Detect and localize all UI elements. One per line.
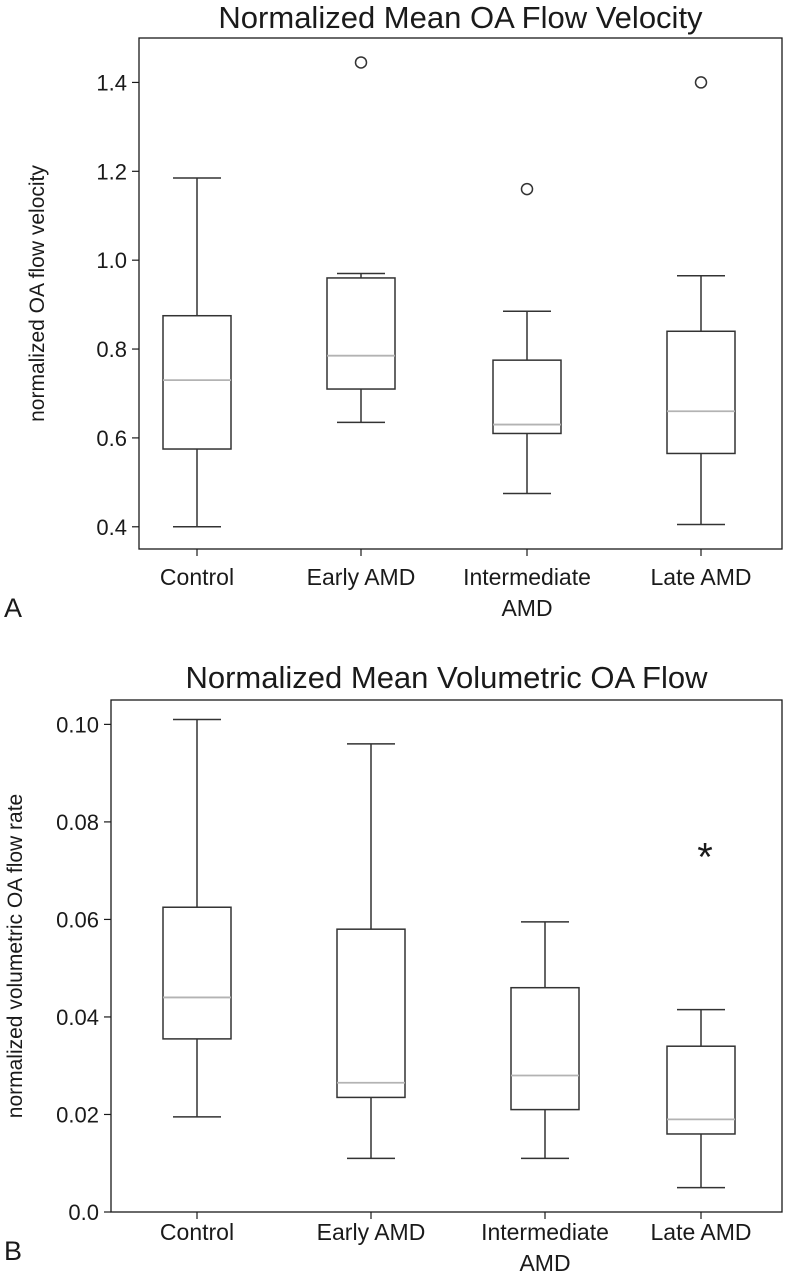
box-3 (492, 182, 562, 495)
significance-star: * (697, 836, 713, 880)
box-4 (666, 1008, 736, 1189)
x-category-label: Late AMD (651, 564, 752, 590)
x-category-label: AMD (501, 595, 552, 621)
chart-panel-a: Normalized Mean OA Flow Velocity 0.4 0.6 0.… (4, 0, 783, 623)
box-3 (510, 921, 580, 1160)
plot-frame (110, 699, 783, 1213)
x-category-label: Early AMD (307, 564, 416, 590)
y-tick-label: 0.08 (56, 810, 99, 835)
box-iqr (326, 277, 396, 390)
chart-panel-b: Normalized Mean Volumetric OA Flow 0.0 0.0… (4, 660, 783, 1276)
box-2 (326, 56, 396, 424)
x-category-label: AMD (519, 1250, 570, 1276)
x-category-label: Early AMD (317, 1219, 426, 1245)
box-iqr (162, 314, 232, 450)
y-axis-label: normalized volumetric OA flow rate (4, 794, 27, 1118)
x-category-label: Control (160, 564, 234, 590)
y-tick-label: 0.04 (56, 1005, 99, 1030)
panel-label: A (4, 593, 22, 623)
box-2 (336, 743, 406, 1160)
y-tick-label: 0.4 (96, 515, 127, 540)
y-tick-label: 0.8 (96, 337, 127, 362)
x-category-label: Intermediate (463, 564, 591, 590)
x-category-label: Control (160, 1219, 234, 1245)
y-tick-label: 1.4 (96, 70, 127, 95)
box-iqr (510, 986, 580, 1111)
y-tick-label: 0.6 (96, 426, 127, 451)
y-tick-label: 1.0 (96, 248, 127, 273)
box-1 (162, 718, 232, 1118)
box-1 (162, 177, 232, 528)
y-axis-label: normalized OA flow velocity (26, 165, 49, 422)
x-category-label: Late AMD (651, 1219, 752, 1245)
y-tick-label: 1.2 (96, 159, 127, 184)
box-4 (666, 76, 736, 526)
outlier-point (354, 56, 368, 69)
y-tick-label: 0.10 (56, 712, 99, 737)
box-iqr (162, 906, 232, 1040)
outlier-point (694, 76, 708, 89)
y-tick-label: 0.02 (56, 1102, 99, 1127)
box-iqr (336, 928, 406, 1099)
x-category-label: Intermediate (481, 1219, 609, 1245)
y-tick-label: 0.06 (56, 907, 99, 932)
box-iqr (492, 359, 562, 435)
box-iqr (666, 1045, 736, 1135)
chart-title: Normalized Mean OA Flow Velocity (218, 0, 703, 35)
chart-title: Normalized Mean Volumetric OA Flow (185, 660, 708, 695)
y-tick-label: 0.0 (68, 1200, 99, 1225)
panel-label: B (4, 1236, 22, 1266)
outlier-point (520, 182, 534, 196)
plot-frame (138, 37, 783, 550)
box-iqr (666, 330, 736, 455)
